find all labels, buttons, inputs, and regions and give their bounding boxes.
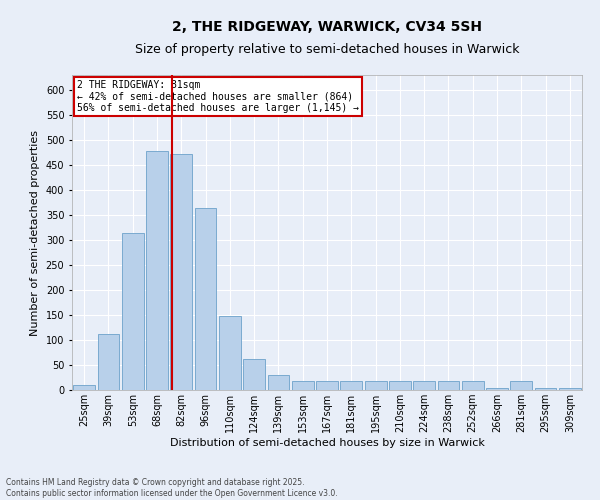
Bar bbox=[413, 381, 435, 390]
Text: 2, THE RIDGEWAY, WARWICK, CV34 5SH: 2, THE RIDGEWAY, WARWICK, CV34 5SH bbox=[172, 20, 482, 34]
Bar bbox=[316, 381, 338, 390]
Bar bbox=[194, 208, 217, 390]
Text: Size of property relative to semi-detached houses in Warwick: Size of property relative to semi-detach… bbox=[135, 43, 519, 56]
Bar bbox=[73, 385, 95, 390]
X-axis label: Distribution of semi-detached houses by size in Warwick: Distribution of semi-detached houses by … bbox=[170, 438, 484, 448]
Bar bbox=[365, 381, 386, 390]
Bar bbox=[535, 388, 556, 390]
Bar bbox=[122, 232, 143, 390]
Bar bbox=[268, 375, 289, 390]
Bar bbox=[340, 381, 362, 390]
Bar bbox=[437, 381, 460, 390]
Bar bbox=[219, 316, 241, 390]
Bar bbox=[462, 381, 484, 390]
Bar bbox=[170, 154, 192, 390]
Bar bbox=[486, 388, 508, 390]
Bar bbox=[97, 334, 119, 390]
Bar bbox=[146, 151, 168, 390]
Bar bbox=[511, 381, 532, 390]
Bar bbox=[243, 359, 265, 390]
Bar bbox=[389, 381, 411, 390]
Bar bbox=[292, 381, 314, 390]
Bar bbox=[559, 388, 581, 390]
Text: Contains HM Land Registry data © Crown copyright and database right 2025.
Contai: Contains HM Land Registry data © Crown c… bbox=[6, 478, 338, 498]
Text: 2 THE RIDGEWAY: 81sqm
← 42% of semi-detached houses are smaller (864)
56% of sem: 2 THE RIDGEWAY: 81sqm ← 42% of semi-deta… bbox=[77, 80, 359, 113]
Y-axis label: Number of semi-detached properties: Number of semi-detached properties bbox=[30, 130, 40, 336]
